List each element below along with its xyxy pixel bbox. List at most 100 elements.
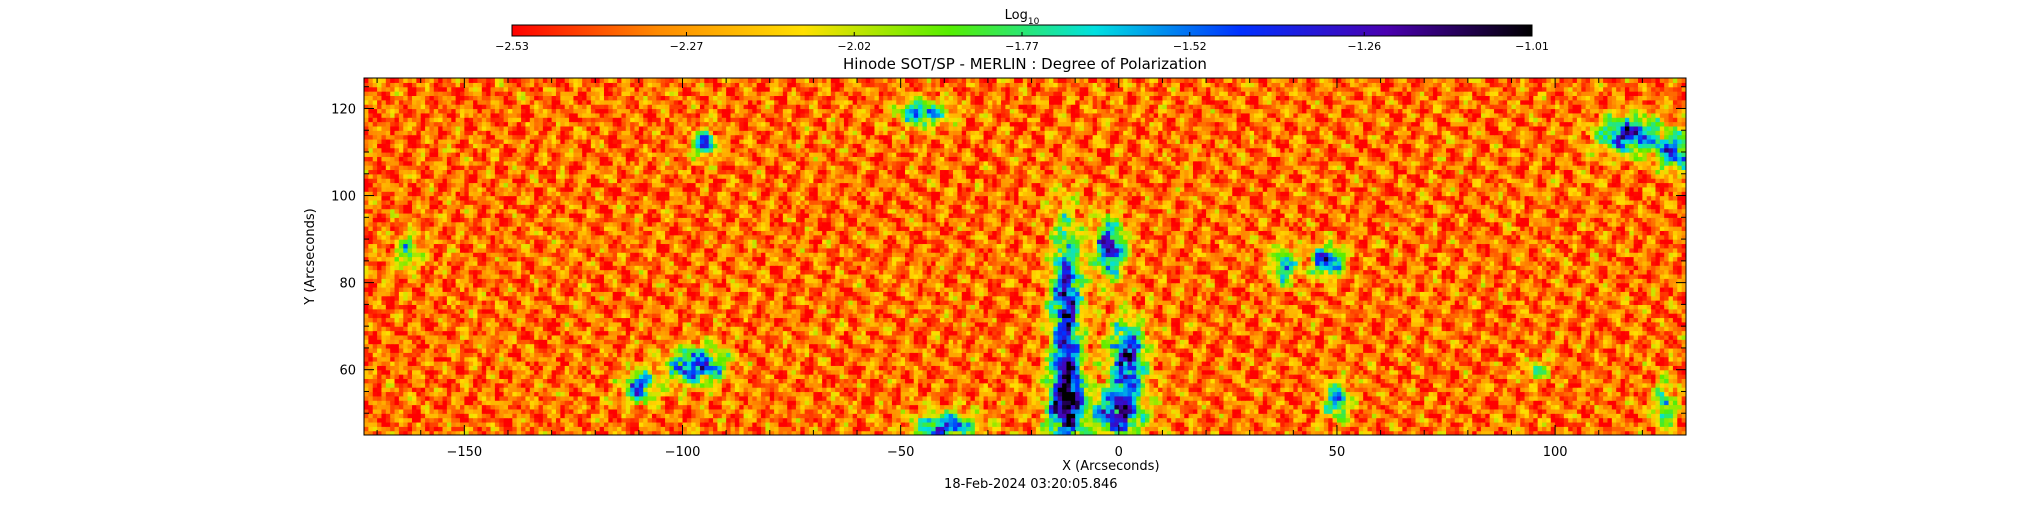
- heatmap-cell: [1450, 395, 1456, 401]
- heatmap-cell: [1271, 430, 1277, 435]
- heatmap-cell: [948, 417, 954, 423]
- heatmap-cell: [813, 404, 819, 410]
- heatmap-cell: [1419, 387, 1425, 393]
- heatmap-cell: [1603, 374, 1609, 379]
- heatmap-cell: [1206, 365, 1212, 371]
- heatmap-cell: [913, 417, 919, 423]
- heatmap-cell: [1206, 395, 1212, 401]
- heatmap-cell: [913, 426, 919, 432]
- heatmap-cell: [446, 408, 452, 414]
- heatmap-cell: [1511, 400, 1517, 406]
- heatmap-cell: [857, 360, 862, 366]
- heatmap-cell: [1555, 421, 1561, 427]
- heatmap-cell: [695, 374, 701, 379]
- heatmap-cell: [1533, 395, 1539, 401]
- heatmap-cell: [612, 382, 618, 388]
- heatmap-cell: [1646, 369, 1652, 375]
- heatmap-cell: [1603, 408, 1609, 414]
- heatmap-cell: [1031, 369, 1037, 375]
- heatmap-cell: [926, 413, 932, 419]
- heatmap-cell: [1576, 369, 1582, 375]
- heatmap-cell: [1480, 387, 1486, 393]
- heatmap-cell: [778, 404, 784, 410]
- heatmap-cell: [1267, 408, 1273, 414]
- heatmap-cell: [464, 365, 470, 371]
- heatmap-cell: [1310, 426, 1316, 432]
- heatmap-cell: [1096, 382, 1102, 388]
- heatmap-cell: [1424, 378, 1430, 384]
- heatmap-cell: [1441, 413, 1447, 419]
- heatmap-cell: [1668, 426, 1674, 432]
- heatmap-cell: [883, 369, 889, 375]
- heatmap-cell: [1450, 378, 1456, 384]
- heatmap-cell: [752, 382, 758, 388]
- heatmap-cell: [769, 426, 775, 432]
- heatmap-cell: [1384, 391, 1390, 397]
- heatmap-cell: [481, 369, 487, 375]
- heatmap-cell: [1515, 378, 1521, 384]
- heatmap-cell: [1245, 413, 1251, 419]
- heatmap-cell: [1049, 400, 1054, 406]
- heatmap-cell: [665, 413, 671, 419]
- heatmap-cell: [1576, 421, 1582, 427]
- heatmap-cell: [525, 413, 531, 419]
- heatmap-cell: [708, 421, 714, 427]
- heatmap-cell: [1424, 382, 1430, 388]
- heatmap-cell: [577, 413, 583, 419]
- heatmap-cell: [1153, 369, 1159, 375]
- heatmap-cell: [1642, 382, 1648, 388]
- heatmap-cell: [726, 421, 732, 427]
- heatmap-cell: [1306, 404, 1312, 410]
- heatmap-cell: [643, 360, 649, 366]
- heatmap-cell: [1267, 404, 1273, 410]
- heatmap-cell: [1057, 417, 1063, 423]
- heatmap-cell: [481, 404, 487, 410]
- heatmap-cell: [1651, 430, 1657, 435]
- heatmap-cell: [1498, 365, 1504, 371]
- heatmap-cell: [1668, 404, 1674, 410]
- heatmap-cell: [1014, 430, 1020, 435]
- heatmap-cell: [1384, 408, 1390, 414]
- heatmap-cell: [669, 391, 675, 397]
- heatmap-cell: [1153, 430, 1159, 435]
- heatmap-cell: [826, 421, 832, 427]
- heatmap-cell: [630, 404, 636, 410]
- heatmap-cell: [481, 395, 487, 401]
- heatmap-cell: [1328, 417, 1334, 423]
- heatmap-cell: [1389, 417, 1395, 423]
- heatmap-cell: [926, 426, 932, 432]
- heatmap-cell: [1049, 421, 1054, 427]
- heatmap-cell: [1123, 395, 1129, 401]
- heatmap-cell: [1437, 408, 1443, 414]
- heatmap-cell: [1319, 404, 1325, 410]
- heatmap-cell: [1498, 426, 1504, 432]
- heatmap-cell: [743, 408, 749, 414]
- heatmap-cell: [813, 408, 819, 414]
- heatmap-cell: [512, 421, 518, 427]
- heatmap-cell: [656, 404, 662, 410]
- heatmap-cell: [1533, 387, 1539, 393]
- heatmap-cell: [1027, 426, 1033, 432]
- heatmap-cell: [857, 400, 862, 406]
- heatmap-cell: [1096, 387, 1102, 393]
- heatmap-cell: [1616, 395, 1622, 401]
- heatmap-cell: [1118, 395, 1124, 401]
- heatmap-cell: [1140, 387, 1146, 393]
- heatmap-cell: [695, 387, 701, 393]
- heatmap-cell: [1446, 374, 1451, 379]
- heatmap-cell: [1092, 421, 1098, 427]
- heatmap-cell: [1590, 404, 1595, 410]
- heatmap-cell: [996, 395, 1002, 401]
- heatmap-cell: [931, 395, 937, 401]
- heatmap-cell: [739, 421, 745, 427]
- heatmap-cell: [529, 360, 535, 366]
- heatmap-cell: [1607, 365, 1613, 371]
- heatmap-cell: [1358, 408, 1364, 414]
- heatmap-cell: [743, 417, 749, 423]
- heatmap-cell: [695, 365, 701, 371]
- heatmap-cell: [1454, 404, 1460, 410]
- heatmap-cell: [1267, 391, 1273, 397]
- heatmap-cell: [726, 430, 732, 435]
- heatmap-cell: [1306, 400, 1312, 406]
- heatmap-cell: [429, 417, 435, 423]
